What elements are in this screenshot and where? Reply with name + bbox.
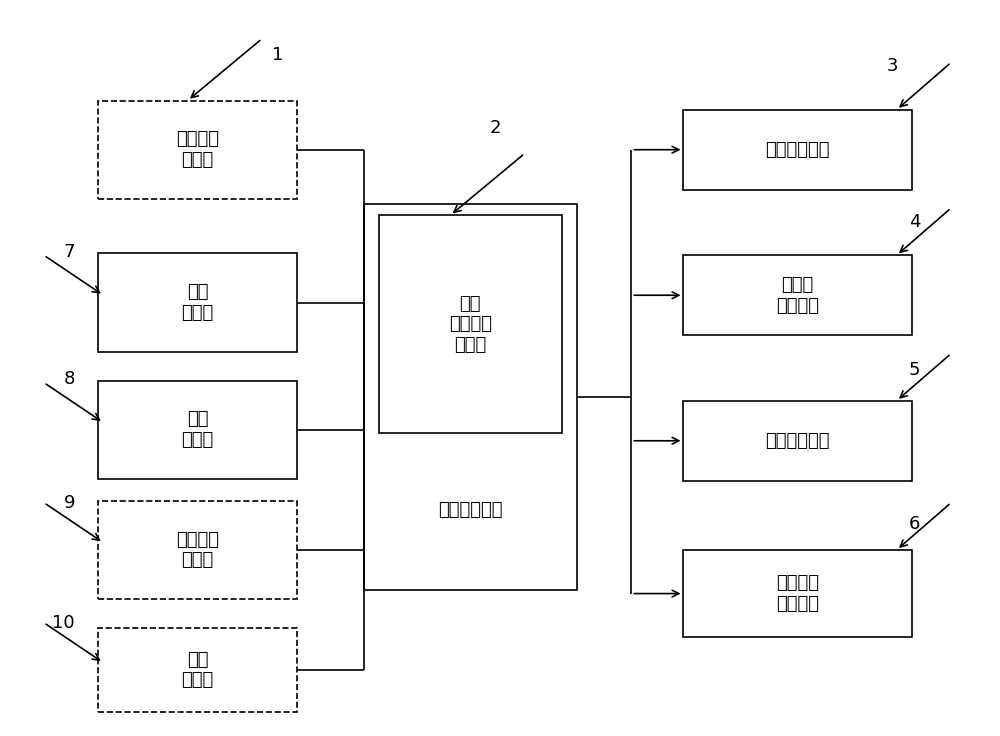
Text: 风向
传感器: 风向 传感器	[181, 411, 214, 449]
Bar	[683, 400, 912, 481]
Text: 3: 3	[887, 57, 898, 75]
Bar	[98, 101, 297, 199]
Text: 叶片
应变仪: 叶片 应变仪	[181, 651, 214, 690]
Text: 5: 5	[909, 361, 920, 379]
Bar	[683, 255, 912, 336]
Text: 塔筒应变
传感器: 塔筒应变 传感器	[176, 130, 219, 169]
Bar	[683, 110, 912, 190]
Text: 10: 10	[52, 614, 74, 631]
Text: 8: 8	[64, 370, 75, 388]
Text: 低通
偏航误差
过滤器: 低通 偏航误差 过滤器	[449, 294, 492, 354]
Text: 变流器
控制系统: 变流器 控制系统	[776, 276, 819, 314]
Bar	[379, 215, 562, 434]
Text: 4: 4	[909, 213, 920, 231]
Text: 叶片控制系统: 叶片控制系统	[765, 432, 830, 450]
Text: 1: 1	[272, 46, 283, 64]
Bar	[98, 500, 297, 599]
Text: 风机控制系统: 风机控制系统	[438, 501, 503, 519]
Text: 6: 6	[909, 515, 920, 534]
Text: 转子速度
传感器: 转子速度 传感器	[176, 531, 219, 570]
Text: 2: 2	[490, 119, 502, 137]
Text: 7: 7	[64, 243, 75, 261]
Bar	[98, 381, 297, 479]
Bar	[364, 205, 577, 590]
Text: 9: 9	[64, 494, 75, 512]
Bar	[98, 253, 297, 352]
Text: 刹车控制系统: 刹车控制系统	[765, 141, 830, 159]
Text: 风速
传感器: 风速 传感器	[181, 283, 214, 322]
Text: 偏航驱动
控制系统: 偏航驱动 控制系统	[776, 574, 819, 613]
Bar	[683, 550, 912, 637]
Bar	[98, 628, 297, 712]
